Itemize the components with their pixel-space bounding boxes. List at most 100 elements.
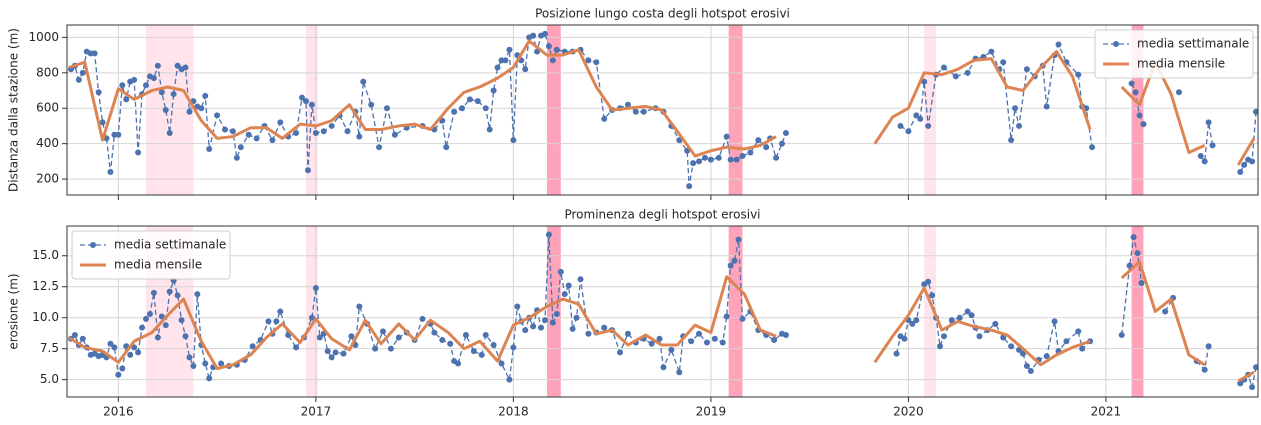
data-point bbox=[522, 327, 529, 334]
data-point bbox=[304, 167, 311, 174]
data-point bbox=[771, 337, 778, 343]
event-span bbox=[924, 226, 937, 397]
legend-marker bbox=[90, 242, 96, 248]
data-point bbox=[1209, 142, 1216, 149]
data-point bbox=[308, 314, 315, 321]
y-tick-label: 800 bbox=[36, 65, 59, 79]
data-point bbox=[135, 349, 142, 356]
data-point bbox=[439, 337, 446, 343]
data-point bbox=[1237, 380, 1244, 387]
data-point bbox=[561, 291, 568, 298]
series-line bbox=[68, 39, 1256, 166]
data-point bbox=[715, 154, 722, 161]
data-point bbox=[107, 340, 114, 347]
data-point bbox=[917, 115, 924, 122]
data-point bbox=[206, 375, 213, 382]
x-tick-label: 2018 bbox=[498, 405, 529, 419]
data-point bbox=[328, 354, 335, 361]
data-point bbox=[686, 183, 693, 190]
data-point bbox=[510, 344, 517, 351]
data-point bbox=[624, 101, 631, 108]
data-point bbox=[229, 128, 236, 135]
data-point bbox=[1055, 41, 1062, 48]
data-point bbox=[202, 360, 209, 367]
data-point bbox=[131, 344, 138, 351]
data-point bbox=[660, 364, 667, 371]
data-point bbox=[277, 308, 284, 315]
data-point bbox=[182, 64, 189, 71]
data-point bbox=[115, 131, 122, 138]
data-point bbox=[530, 32, 537, 39]
data-point bbox=[1249, 384, 1256, 391]
data-point bbox=[194, 291, 201, 298]
data-point bbox=[1140, 121, 1147, 128]
data-point bbox=[328, 122, 335, 129]
data-point bbox=[735, 236, 742, 243]
data-point bbox=[233, 154, 240, 161]
data-point bbox=[703, 339, 710, 346]
data-point bbox=[214, 112, 221, 119]
data-point bbox=[1075, 328, 1082, 335]
data-point bbox=[182, 333, 189, 340]
data-point bbox=[302, 98, 309, 105]
data-point bbox=[277, 119, 284, 126]
event-span bbox=[728, 25, 743, 195]
data-point bbox=[107, 168, 114, 175]
data-point bbox=[166, 288, 173, 295]
legend-label: media mensile bbox=[1137, 57, 1225, 71]
data-point bbox=[1079, 345, 1086, 352]
data-point bbox=[299, 94, 306, 101]
data-point bbox=[265, 318, 272, 325]
data-point bbox=[123, 96, 130, 103]
data-point bbox=[131, 76, 138, 83]
data-point bbox=[249, 343, 256, 350]
data-point bbox=[1175, 89, 1182, 96]
y-tick-label: 600 bbox=[36, 101, 59, 115]
data-point bbox=[387, 345, 394, 352]
data-point bbox=[506, 46, 513, 53]
data-point bbox=[71, 332, 78, 339]
data-point bbox=[522, 66, 529, 73]
event-span bbox=[305, 25, 318, 195]
data-point bbox=[1132, 89, 1139, 96]
data-point bbox=[976, 333, 983, 340]
data-point bbox=[482, 105, 489, 112]
data-point bbox=[478, 351, 485, 358]
data-point bbox=[316, 334, 323, 341]
data-point bbox=[269, 137, 276, 144]
data-point bbox=[624, 330, 631, 337]
data-point bbox=[178, 317, 185, 324]
data-point bbox=[99, 119, 106, 126]
data-point bbox=[569, 325, 576, 332]
data-point bbox=[1075, 71, 1082, 78]
data-point bbox=[431, 329, 438, 336]
data-point bbox=[723, 313, 730, 320]
data-point bbox=[648, 340, 655, 347]
y-tick-label: 5.0 bbox=[40, 372, 59, 386]
data-point bbox=[656, 335, 663, 342]
data-point bbox=[312, 130, 319, 137]
data-point bbox=[696, 158, 703, 165]
data-point bbox=[668, 346, 675, 353]
data-point bbox=[545, 231, 552, 238]
data-point bbox=[95, 89, 102, 96]
data-point bbox=[340, 350, 347, 357]
data-point bbox=[1241, 161, 1248, 168]
data-point bbox=[502, 57, 509, 64]
legend-marker bbox=[1113, 41, 1119, 47]
data-point bbox=[150, 289, 157, 296]
legend-label: media mensile bbox=[114, 258, 202, 272]
chart-title: Posizione lungo costa degli hotspot eros… bbox=[535, 7, 790, 21]
data-point bbox=[905, 128, 912, 135]
data-point bbox=[565, 282, 572, 289]
data-point bbox=[701, 154, 708, 161]
data-point bbox=[91, 50, 98, 57]
data-point bbox=[940, 333, 947, 340]
data-point bbox=[372, 345, 379, 352]
data-point bbox=[940, 64, 947, 71]
series bbox=[68, 260, 1255, 383]
data-point bbox=[470, 348, 477, 355]
data-point bbox=[273, 318, 280, 325]
